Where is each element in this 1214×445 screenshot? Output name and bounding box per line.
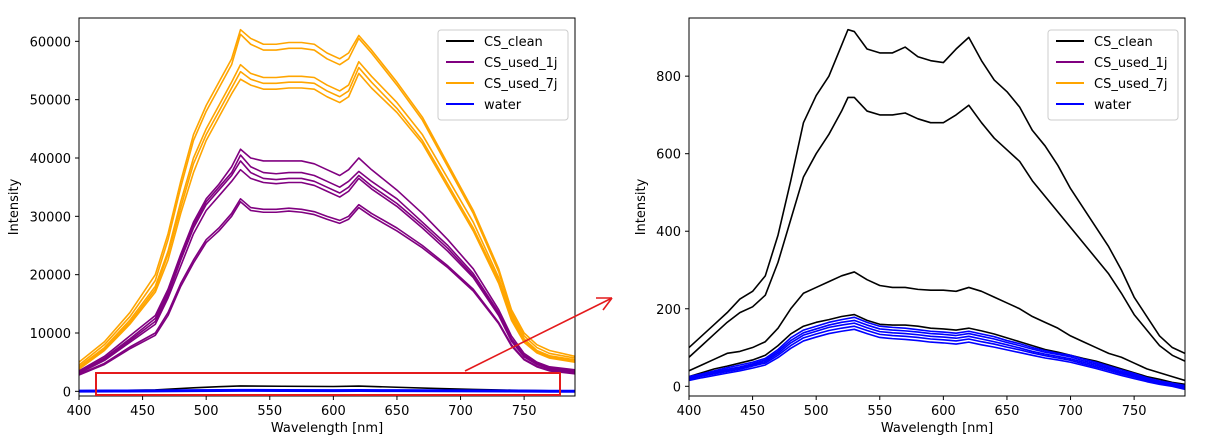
legend-frame [437,29,569,121]
y-tick-label: 0 [63,385,71,400]
series-line-cs-used-7j-2 [79,60,575,368]
series-line-water-12 [79,388,575,393]
x-tick-label: 400 [67,404,92,419]
left-x-axis-label: Wavelength [nm] [271,421,383,436]
series-line-cs-used-1j-7 [79,160,575,374]
y-tick-label: 20000 [30,269,71,284]
series-line-cs-clean-3 [689,313,1185,386]
legend-label: CS_used_1j [1094,56,1167,71]
x-tick-label: 500 [194,404,219,419]
y-tick-label: 30000 [30,210,71,225]
x-tick-label: 500 [804,404,829,419]
left-chart: 400 450 500 550 600 650 700 750 0 10000 20000 3000… [7,17,576,436]
legend-label: CS_used_7j [484,77,557,92]
series-line-cs-used-7j-3 [79,66,575,369]
series-line-cs-clean-2 [689,271,1185,382]
zoom-box [95,372,561,396]
legend-frame [1047,29,1179,121]
x-tick-label: 550 [867,404,892,419]
x-tick-label: 650 [995,404,1020,419]
right-chart: 400 450 500 550 600 650 700 750 0 200 400 600 800 W… [634,17,1186,436]
x-tick-label: 400 [677,404,702,419]
series-line-cs-clean-0 [689,28,1185,355]
series-line-cs-used-1j-8 [79,168,575,374]
legend-label: CS_used_7j [1094,77,1167,92]
right-x-axis-label: Wavelength [nm] [881,421,993,436]
legend-label: water [1094,98,1132,113]
y-tick-label: 800 [656,70,681,85]
y-tick-label: 600 [656,148,681,163]
x-tick-label: 750 [1122,404,1147,419]
x-tick-label: 700 [448,404,473,419]
x-tick-label: 450 [740,404,765,419]
series-line-water-4 [689,316,1185,387]
y-tick-label: 40000 [30,152,71,167]
y-tick-label: 10000 [30,327,71,342]
x-tick-label: 600 [321,404,346,419]
legend-label: water [484,98,522,113]
x-tick-label: 550 [257,404,282,419]
y-tick-label: 0 [673,380,681,395]
legend-label: CS_clean [484,35,543,50]
series-line-cs-used-7j-1 [79,33,575,366]
series-line-water-5 [689,319,1185,388]
series-line-cs-used-7j-4 [79,72,575,370]
series-line-water-7 [689,325,1185,390]
series-line-cs-used-7j-0 [79,28,575,363]
series-line-cs-clean-1 [689,96,1185,362]
y-tick-label: 200 [656,303,681,318]
zoom-arrow [464,297,613,372]
y-tick-label: 60000 [30,35,71,50]
x-tick-label: 650 [385,404,410,419]
x-tick-label: 700 [1058,404,1083,419]
x-tick-label: 750 [512,404,537,419]
right-y-axis-label: Intensity [634,178,649,235]
y-tick-label: 400 [656,225,681,240]
x-tick-label: 600 [931,404,956,419]
legend-label: CS_used_1j [484,56,557,71]
right-plot-frame [688,17,1186,397]
legend-label: CS_clean [1094,35,1153,50]
series-line-water-8 [689,328,1185,391]
left-y-axis-label: Intensity [7,178,22,235]
y-tick-label: 50000 [30,94,71,109]
series-line-cs-used-1j-5 [79,148,575,372]
series-line-cs-used-1j-6 [79,154,575,373]
series-line-cs-used-1j-10 [79,200,575,376]
x-tick-label: 450 [130,404,155,419]
series-line-water-6 [689,322,1185,388]
